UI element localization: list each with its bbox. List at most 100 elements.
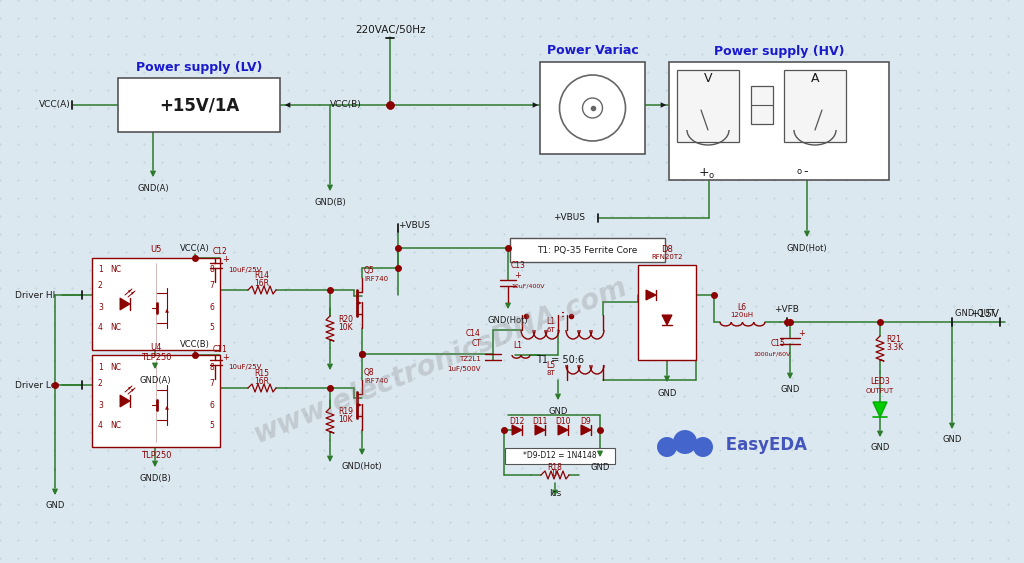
Text: www.electronicsDNA.com: www.electronicsDNA.com [249,272,631,448]
Circle shape [559,75,626,141]
Text: Driver Lo: Driver Lo [15,381,56,390]
Text: GND: GND [657,388,677,397]
Bar [638,265,696,360]
Text: L1: L1 [546,318,555,327]
Text: 1: 1 [98,363,102,372]
Bar [669,62,889,180]
Text: GND(Hot): GND(Hot) [342,462,382,471]
Bar [505,448,615,464]
Text: Q8: Q8 [364,369,375,378]
Text: 10K: 10K [338,324,352,333]
Text: 10uF/400V: 10uF/400V [511,284,545,288]
Text: VCC(A): VCC(A) [39,101,71,109]
Text: Power Variac: Power Variac [547,44,638,57]
Text: VCC(B): VCC(B) [180,341,210,350]
Text: Power supply (LV): Power supply (LV) [136,60,262,74]
Bar [677,70,739,142]
Text: NC: NC [110,324,121,333]
Text: RFN20T2: RFN20T2 [651,254,683,260]
Text: R20: R20 [338,315,353,324]
Text: GND: GND [780,386,800,395]
Text: R15: R15 [255,369,269,378]
Text: C13: C13 [511,261,526,270]
Text: TZ2L1: TZ2L1 [459,356,481,362]
Text: +VFB: +VFB [774,306,800,315]
Text: +: + [799,329,806,338]
Text: 7: 7 [209,282,214,291]
Polygon shape [646,290,656,300]
Text: +: + [515,270,521,279]
Text: 6: 6 [209,400,214,409]
Circle shape [693,437,713,457]
Text: L6: L6 [737,302,746,311]
Bar [784,70,846,142]
Polygon shape [535,425,545,435]
Text: EasyEDA: EasyEDA [720,436,807,454]
Text: +: + [222,256,229,265]
Text: GND(A): GND(A) [137,184,169,193]
Text: D9: D9 [581,418,592,427]
Text: 10uF/25V: 10uF/25V [228,364,261,370]
Text: 10uF/25V: 10uF/25V [228,267,261,273]
Bar [92,258,220,350]
Text: -: - [804,166,808,178]
Text: 4: 4 [98,421,102,430]
Text: 16R: 16R [255,279,269,288]
Polygon shape [662,315,672,325]
Text: 5: 5 [209,324,214,333]
Text: 8: 8 [209,266,214,275]
Text: GND(A): GND(A) [139,376,171,385]
Text: OUTPUT: OUTPUT [866,388,894,394]
Text: +VBUS: +VBUS [398,221,430,230]
Text: GND: GND [548,406,567,415]
Text: +15V/1A: +15V/1A [159,96,240,114]
Text: D12: D12 [509,418,524,427]
Text: 4: 4 [98,324,102,333]
Text: GND(B): GND(B) [314,198,346,207]
Bar [118,78,280,132]
Polygon shape [558,425,568,435]
Text: +: + [222,352,229,361]
Text: 1uF/500V: 1uF/500V [447,366,481,372]
Polygon shape [581,425,591,435]
Text: R14: R14 [255,271,269,280]
Text: GND: GND [942,436,962,445]
Bar [751,86,773,124]
Text: GND: GND [590,463,609,472]
Text: D11: D11 [532,418,548,427]
Text: 3: 3 [98,303,102,312]
Text: T1: PQ-35 Ferrite Core: T1: PQ-35 Ferrite Core [537,245,637,254]
Text: GND(Hot): GND(Hot) [487,315,528,324]
Text: *D9-D12 = 1N4148: *D9-D12 = 1N4148 [523,452,597,461]
Text: NC: NC [110,421,121,430]
Circle shape [657,437,677,457]
Text: Ics: Ics [549,489,561,498]
Text: 6: 6 [209,303,214,312]
Polygon shape [512,425,522,435]
Text: U5: U5 [151,245,162,254]
Text: 7: 7 [209,378,214,387]
Text: 2: 2 [98,282,102,291]
Text: CT: CT [471,339,481,348]
Text: o: o [709,171,714,180]
Text: IRF740: IRF740 [364,276,388,282]
Text: TLP250: TLP250 [140,450,171,459]
Text: 3.3K: 3.3K [886,343,903,352]
Text: VCC(A): VCC(A) [180,244,210,252]
Polygon shape [120,395,130,407]
Text: C14: C14 [466,329,481,338]
Text: U4: U4 [151,342,162,351]
Text: +15V: +15V [971,309,1000,319]
Text: A: A [811,72,819,84]
Text: Q5: Q5 [364,266,375,275]
Text: NC: NC [110,266,121,275]
Text: D8: D8 [662,244,673,253]
Text: C15: C15 [771,339,785,348]
Text: GND OUT: GND OUT [955,310,994,319]
Text: 120uH: 120uH [730,312,754,318]
Polygon shape [873,402,887,417]
Text: LED3: LED3 [870,378,890,387]
Text: 5: 5 [209,421,214,430]
Text: VCC(B): VCC(B) [330,101,361,109]
Bar [540,62,645,154]
